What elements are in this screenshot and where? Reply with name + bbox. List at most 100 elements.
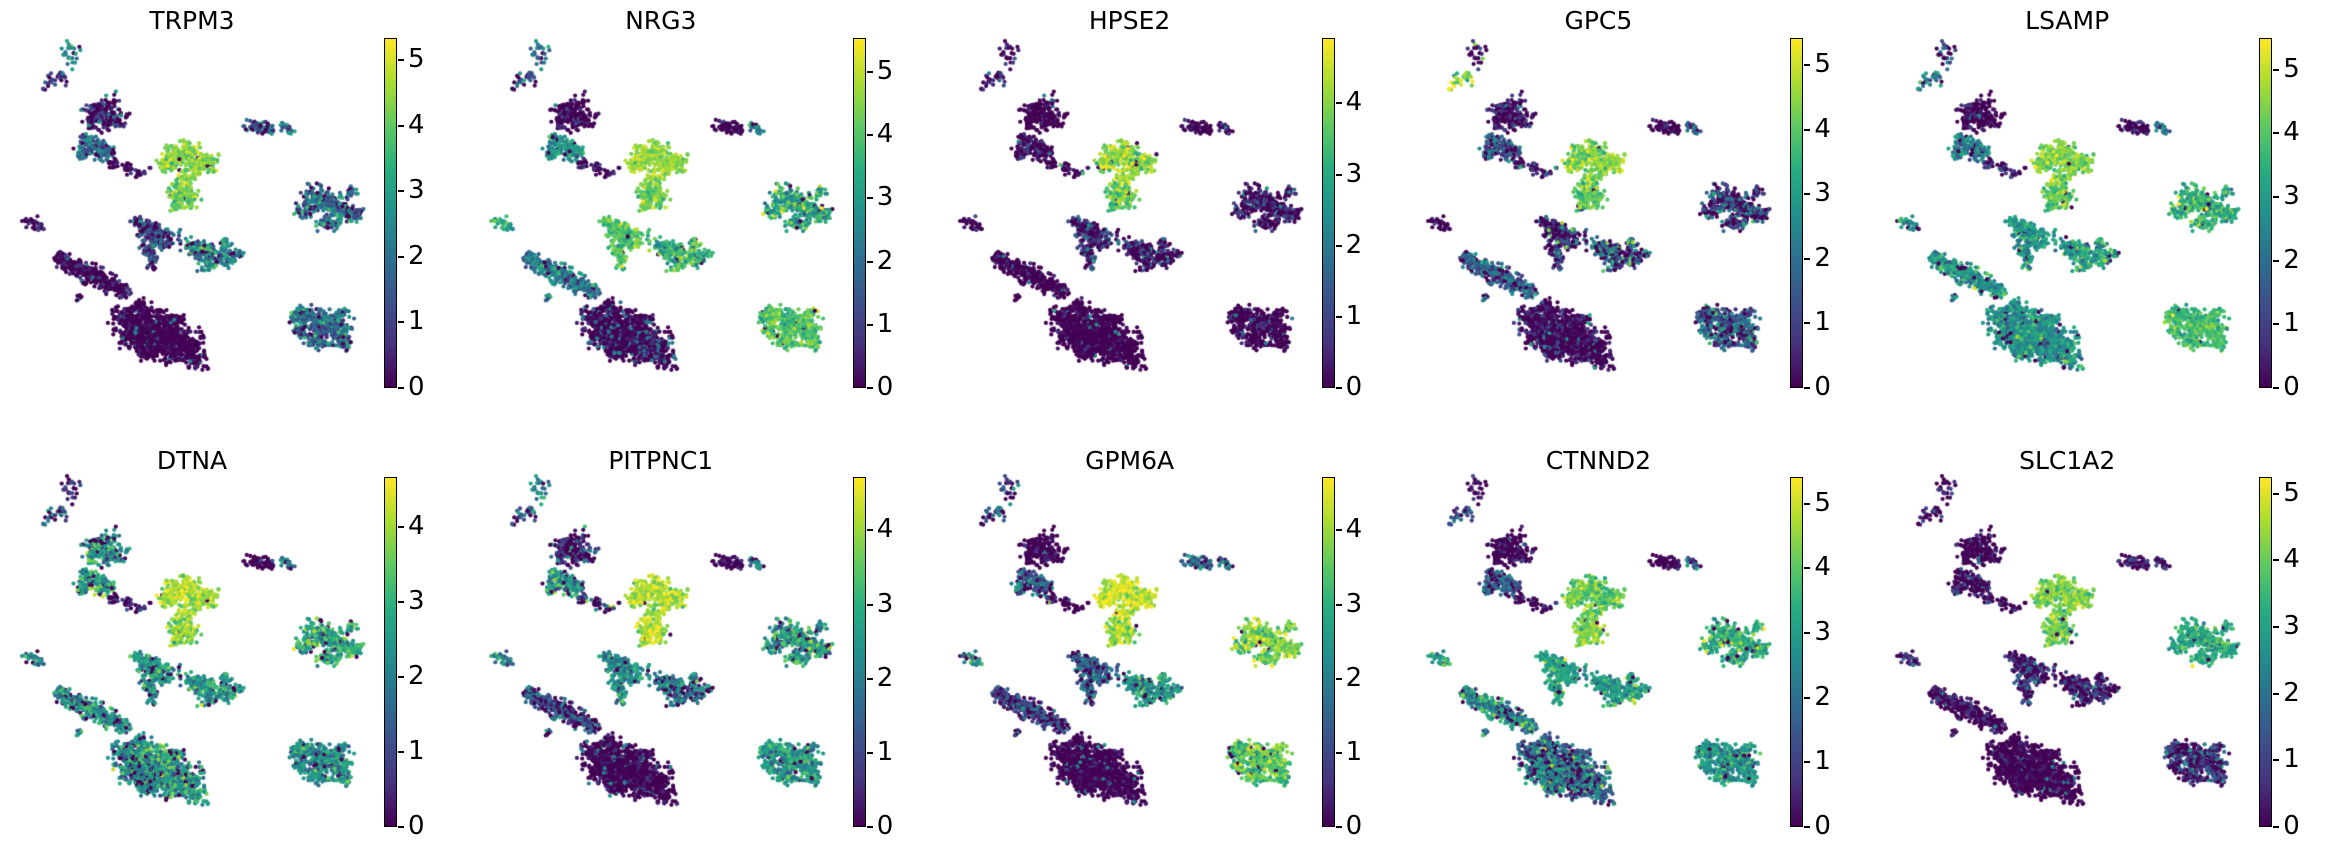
colorbar-tick-label: 1 [1345,300,1363,331]
colorbar-tick [1804,502,1811,505]
colorbar-gradient [2259,38,2273,388]
colorbar-tick [1804,761,1811,764]
colorbar-tick-label: 4 [1814,552,1831,583]
colorbar-tick [398,601,404,604]
colorbar-tick-label: 1 [408,306,425,337]
colorbar-tick [866,71,873,74]
colorbar-tick [1335,102,1342,105]
colorbar-tick [2273,492,2280,495]
colorbar-tick-label: 1 [2283,308,2300,339]
colorbar-tick-label: 4 [408,511,425,542]
umap-scatter-canvas [937,427,1407,854]
colorbar-tick-label: 0 [1814,371,1831,402]
colorbar-tick-label: 2 [1345,662,1363,693]
colorbar-tick-label: 1 [1814,746,1831,777]
colorbar-tick [398,676,404,679]
colorbar-tick [866,603,873,606]
feature-panel-trpm3: TRPM3012345 [0,0,469,427]
feature-panel-hpse2: HPSE201234 [937,0,1407,427]
colorbar-tick [398,124,404,127]
colorbar-tick [1804,257,1811,260]
colorbar-tick [1335,826,1342,828]
colorbar-tick [1804,193,1811,196]
colorbar-tick [398,59,404,62]
colorbar-tick-label: 2 [2283,244,2300,275]
colorbar-tick-label: 0 [1345,810,1363,841]
colorbar-tick-label: 4 [2283,117,2300,148]
colorbar-tick [866,323,873,326]
colorbar-tick-label: 2 [408,661,425,692]
colorbar-gradient [1321,477,1335,827]
colorbar-tick-label: 4 [876,119,894,150]
colorbar-tick-label: 2 [1814,242,1831,273]
colorbar-tick [2273,626,2280,628]
colorbar-tick [2273,826,2280,828]
colorbar-gradient [852,477,866,827]
colorbar-tick [866,197,873,200]
colorbar-tick [398,190,404,193]
colorbar-tick [398,255,404,258]
colorbar-tick [2273,68,2280,71]
colorbar-gradient [1321,38,1335,388]
colorbar-gradient [1790,38,1804,388]
colorbar-tick [866,751,873,754]
colorbar-tick-label: 0 [2283,371,2300,402]
colorbar-tick [2273,759,2280,762]
colorbar-tick [1804,387,1811,389]
colorbar-tick [398,321,404,324]
umap-scatter-canvas [1875,427,2344,854]
colorbar-tick [398,387,404,389]
colorbar-tick-label: 5 [1814,49,1831,80]
colorbar-tick-label: 2 [1814,681,1831,712]
feature-panel-slc1a2: SLC1A2012345 [1875,427,2344,854]
colorbar-tick-label: 5 [876,56,894,87]
colorbar-tick-label: 5 [408,44,425,75]
colorbar-tick-label: 3 [1345,158,1363,189]
colorbar-tick-label: 4 [408,109,425,140]
colorbar-tick-label: 0 [1345,371,1363,402]
colorbar-tick [1804,567,1811,570]
colorbar-tick [398,751,404,754]
colorbar-tick [1804,826,1811,828]
colorbar-tick-label: 5 [1814,487,1831,518]
feature-panel-ctnnd2: CTNND2012345 [1406,427,1876,854]
colorbar-tick-label: 3 [1345,588,1363,619]
colorbar-tick [866,260,873,263]
colorbar-tick [1335,315,1342,318]
colorbar-tick-label: 0 [2283,810,2300,841]
colorbar-tick [2273,323,2280,326]
colorbar-tick-label: 3 [2283,181,2300,212]
colorbar-tick [2273,259,2280,262]
colorbar-tick [1335,603,1342,606]
colorbar-tick-label: 4 [1345,87,1363,118]
colorbar-tick [2273,559,2280,562]
colorbar-tick [2273,387,2280,389]
umap-scatter-canvas [937,0,1407,427]
colorbar-tick [866,134,873,137]
colorbar-tick-label: 4 [1345,514,1363,545]
colorbar-gradient [384,38,397,388]
colorbar-tick-label: 4 [876,514,894,545]
colorbar-tick-label: 2 [876,662,894,693]
colorbar-tick-label: 1 [876,736,894,767]
colorbar-tick-label: 3 [876,588,894,619]
colorbar-gradient [2259,477,2273,827]
colorbar-tick [1804,696,1811,699]
colorbar-tick [1804,64,1811,67]
colorbar-gradient [384,477,397,827]
colorbar-tick [1335,677,1342,680]
colorbar-tick-label: 1 [408,736,425,767]
feature-panel-lsamp: LSAMP012345 [1875,0,2344,427]
colorbar-tick-label: 3 [408,175,425,206]
colorbar-tick-label: 5 [2283,477,2300,508]
feature-panel-nrg3: NRG3012345 [468,0,938,427]
colorbar-tick [1335,529,1342,532]
colorbar-tick-label: 0 [876,371,894,402]
colorbar-tick [1804,322,1811,325]
colorbar-tick-label: 3 [1814,178,1831,209]
colorbar-tick-label: 0 [408,371,425,402]
colorbar-tick-label: 3 [1814,616,1831,647]
colorbar-tick-label: 0 [876,810,894,841]
colorbar-tick-label: 2 [1345,229,1363,260]
